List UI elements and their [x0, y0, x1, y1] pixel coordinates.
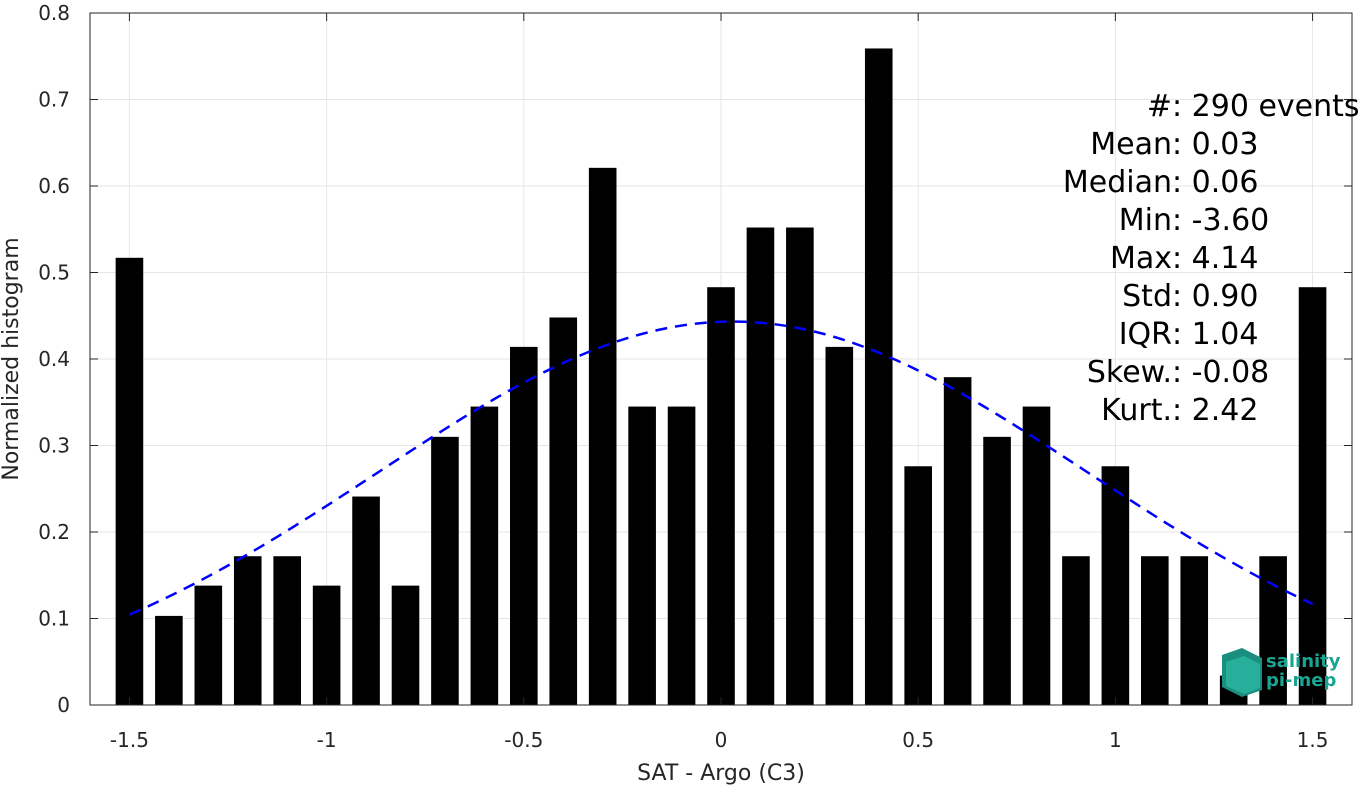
histogram-bar-15: [707, 287, 735, 705]
histogram-bar-6: [352, 496, 380, 705]
x-tick-label-5: 1: [1109, 728, 1122, 752]
logo-text-pi-mep: pi-mep: [1266, 670, 1336, 691]
logo-text-salinity: salinity: [1266, 651, 1341, 672]
histogram-bar-1: [155, 615, 183, 705]
x-tick-label-4: 0.5: [902, 728, 934, 752]
stat-label-3: Min: [1119, 203, 1172, 238]
histogram-bar-20: [904, 466, 932, 705]
histogram-bar-18: [825, 346, 854, 705]
histogram-bar-10: [510, 346, 538, 705]
y-tick-label-0: 0: [57, 693, 70, 717]
y-tick-label-8: 0.8: [38, 1, 70, 25]
stat-label-7: Skew.: [1087, 355, 1172, 390]
stat-value-5: : 0.90: [1172, 279, 1258, 314]
stat-label-1: Mean: [1090, 127, 1172, 162]
histogram-bar-3: [233, 556, 262, 705]
logo-mark-front: [1226, 656, 1260, 694]
stat-value-7: : -0.08: [1172, 355, 1269, 390]
stat-value-8: : 2.42: [1172, 393, 1258, 428]
x-tick-label-6: 1.5: [1297, 728, 1329, 752]
y-tick-label-7: 0.7: [38, 88, 70, 112]
x-axis-title: SAT - Argo (C3): [637, 761, 805, 786]
histogram-bar-21: [943, 377, 972, 705]
histogram-bar-0: [115, 257, 144, 705]
y-axis-title: Normalized histogram: [0, 237, 24, 480]
stat-label-4: Max: [1110, 241, 1172, 276]
histogram-bar-2: [194, 585, 223, 705]
y-tick-label-5: 0.5: [38, 261, 70, 285]
histogram-bar-17: [786, 227, 814, 705]
histogram-bar-11: [549, 317, 578, 705]
y-tick-label-2: 0.2: [38, 520, 70, 544]
gaussian-fit-curve: [128, 320, 1314, 616]
stat-value-0: : 290 events: [1172, 89, 1360, 124]
histogram-bar-26: [1141, 556, 1169, 705]
histogram-bars: [115, 48, 1327, 705]
histogram-bar-25: [1101, 466, 1130, 705]
histogram-bar-23: [1022, 406, 1051, 705]
stat-value-4: : 4.14: [1172, 241, 1258, 276]
histogram-bar-4: [273, 556, 301, 705]
stat-label-0: #: [1147, 89, 1172, 124]
histogram-bar-24: [1062, 556, 1090, 705]
histogram-bar-8: [431, 436, 459, 705]
histogram-bar-19: [864, 48, 893, 705]
axis-ticks: -1.5 -1 -0.5 0 0.5 1 1.5 0 0.1 0.2 0.3 0.4 0.5 0.6 0.7…: [38, 1, 1352, 752]
x-tick-label-3: 0: [715, 728, 728, 752]
stat-value-1: : 0.03: [1172, 127, 1258, 162]
histogram-bar-27: [1180, 556, 1209, 705]
y-tick-label-3: 0.3: [38, 434, 70, 458]
histogram-bar-13: [628, 406, 656, 705]
histogram-bar-12: [588, 167, 617, 705]
histogram-bar-14: [667, 406, 696, 705]
histogram-bar-7: [391, 585, 420, 705]
histogram-bar-9: [470, 406, 499, 705]
y-tick-label-6: 0.6: [38, 174, 70, 198]
histogram-bar-29: [1259, 556, 1287, 705]
x-tick-label-1: -1: [317, 728, 337, 752]
stat-value-3: : -3.60: [1172, 203, 1269, 238]
stat-label-8: Kurt.: [1101, 393, 1172, 428]
histogram-bar-5: [312, 585, 341, 705]
y-tick-label-1: 0.1: [38, 607, 70, 631]
histogram-bar-30: [1298, 287, 1327, 705]
y-tick-label-4: 0.4: [38, 347, 70, 371]
stat-value-6: : 1.04: [1172, 317, 1258, 352]
stat-label-6: IQR: [1119, 317, 1172, 352]
x-tick-label-0: -1.5: [110, 728, 149, 752]
stat-label-2: Median: [1063, 165, 1172, 200]
stat-label-5: Std: [1122, 279, 1172, 314]
x-tick-label-2: -0.5: [504, 728, 543, 752]
stat-value-2: : 0.06: [1172, 165, 1258, 200]
histogram-bar-22: [983, 436, 1011, 705]
histogram-bar-16: [746, 227, 775, 705]
